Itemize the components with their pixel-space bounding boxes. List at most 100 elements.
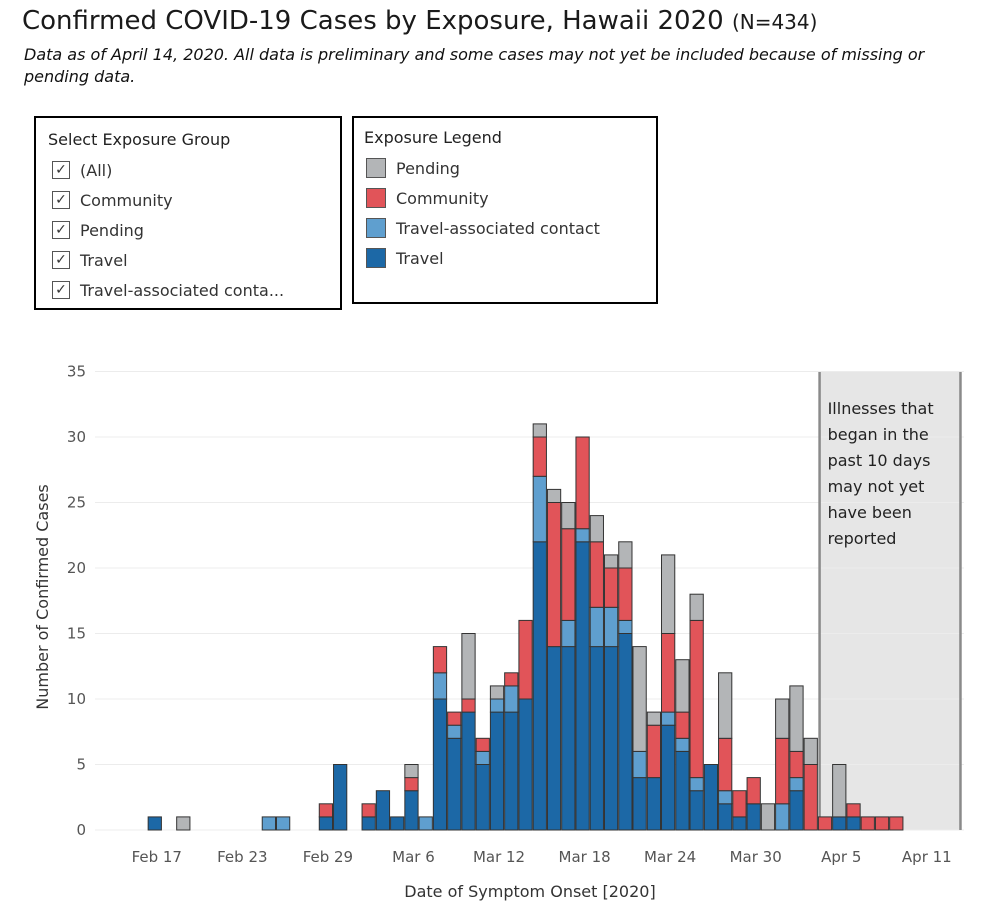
title-text: Confirmed COVID-19 Cases by Exposure, Ha…: [22, 6, 724, 36]
bar-segment-travel: [475, 764, 490, 831]
y-tick-label: 30: [67, 428, 86, 446]
legend-item-label: Travel-associated contact: [396, 218, 600, 238]
legend-heading: Exposure Legend: [364, 128, 502, 147]
bar-segment-community: [860, 816, 875, 831]
bar-segment-travel: [447, 737, 462, 831]
bar-segment-pending: [489, 685, 505, 700]
y-tick-label: 15: [67, 625, 86, 643]
x-tick-label: Feb 23: [217, 848, 267, 866]
annotation-text-line: may not yet: [828, 477, 925, 496]
y-tick-label: 20: [67, 559, 86, 577]
bar-segment-community: [689, 619, 704, 779]
bar-segment-community: [646, 724, 662, 779]
checkbox[interactable]: ✓: [52, 251, 70, 269]
bar-segment-travel-associated-contact: [661, 711, 676, 726]
bar-segment-travel-associated-contact: [447, 724, 462, 739]
title-count: (N=434): [731, 10, 818, 34]
filter-item-pending[interactable]: ✓ Pending: [52, 215, 340, 245]
bar-segment-travel-associated-contact: [618, 619, 633, 635]
legend-swatch: [366, 158, 386, 178]
bar-segment-travel-associated-contact: [432, 672, 448, 700]
bar-segment-travel: [404, 790, 419, 831]
checkbox[interactable]: ✓: [52, 161, 70, 179]
checkbox[interactable]: ✓: [52, 191, 70, 209]
bar-segment-community: [575, 436, 590, 530]
bar-segment-travel: [333, 764, 348, 831]
bar-segment-travel: [732, 816, 747, 831]
annotation-text-line: reported: [828, 529, 897, 548]
legend-item-community[interactable]: Community: [366, 183, 656, 213]
legend-swatch: [366, 248, 386, 268]
recent-illness-shading: [819, 372, 961, 830]
bar-segment-travel-associated-contact: [561, 619, 576, 648]
bar-segment-pending: [803, 737, 818, 765]
page-title: Confirmed COVID-19 Cases by Exposure, Ha…: [22, 6, 817, 36]
bar-segment-community: [732, 790, 747, 818]
x-tick-label: Feb 17: [132, 848, 182, 866]
legend-item-pending[interactable]: Pending: [366, 153, 656, 183]
x-axis-title: Date of Symptom Onset [2020]: [404, 882, 655, 901]
bar-segment-travel: [532, 541, 547, 831]
bar-segment-travel-associated-contact: [589, 606, 604, 648]
legend-item-label: Travel: [396, 248, 444, 268]
bar-segment-community: [718, 737, 733, 792]
bar-segment-travel: [618, 633, 633, 831]
exposure-filter-panel: Select Exposure Group ✓ (All) ✓ Communit…: [34, 116, 342, 310]
bar-segment-community: [846, 803, 861, 818]
bar-segment-travel: [603, 646, 619, 831]
bar-segment-pending: [589, 515, 604, 543]
filter-item-label: Travel-associated conta...: [80, 280, 285, 300]
bar-segment-community: [461, 698, 476, 713]
bar-segment-travel-associated-contact: [504, 685, 519, 713]
legend-item-label: Pending: [396, 158, 460, 178]
bar-segment-community: [874, 816, 890, 831]
bar-segment-community: [746, 777, 761, 805]
filter-item-community[interactable]: ✓ Community: [52, 185, 340, 215]
bar-segment-travel: [432, 698, 448, 831]
bar-segment-travel: [390, 816, 405, 831]
bar-segment-pending: [546, 488, 562, 503]
filter-item-all[interactable]: ✓ (All): [52, 155, 340, 185]
legend-item-travel-associated[interactable]: Travel-associated contact: [366, 213, 656, 243]
bar-segment-travel: [147, 816, 162, 831]
legend-swatch: [366, 218, 386, 238]
annotation-text-line: began in the: [828, 425, 929, 444]
bar-segment-pending: [789, 685, 804, 752]
bar-segment-pending: [646, 711, 662, 726]
filter-item-travel[interactable]: ✓ Travel: [52, 245, 340, 275]
exposure-legend-panel: Exposure Legend Pending Community Travel…: [352, 116, 658, 304]
bar-segment-travel-associated-contact: [675, 737, 690, 752]
bar-segment-pending: [532, 423, 547, 438]
y-tick-label: 25: [67, 494, 86, 512]
x-tick-label: Apr 5: [821, 848, 861, 866]
bar-segment-travel: [632, 777, 647, 831]
y-tick-label: 0: [76, 821, 86, 839]
bar-segment-community: [447, 711, 462, 726]
bar-segment-travel: [646, 777, 662, 831]
bar-segment-travel-associated-contact: [632, 750, 647, 779]
bar-segment-pending: [760, 803, 776, 831]
bar-segment-pending: [461, 633, 476, 700]
checkbox[interactable]: ✓: [52, 281, 70, 299]
bar-segment-travel: [461, 711, 476, 831]
y-axis-title: Number of Confirmed Cases: [33, 484, 52, 710]
legend-item-label: Community: [396, 188, 489, 208]
annotation-text-line: have been: [828, 503, 912, 522]
bar-segment-travel-associated-contact: [275, 816, 291, 831]
y-tick-label: 35: [67, 363, 86, 381]
x-tick-label: Mar 24: [644, 848, 696, 866]
bar-segment-pending: [775, 698, 790, 739]
bar-segment-community: [775, 737, 790, 805]
bar-segment-pending: [176, 816, 191, 831]
bar-segment-travel: [661, 724, 676, 831]
checkbox[interactable]: ✓: [52, 221, 70, 239]
filter-heading: Select Exposure Group: [48, 130, 231, 149]
bar-segment-travel: [675, 750, 690, 831]
legend-item-travel[interactable]: Travel: [366, 243, 656, 273]
bar-segment-community: [889, 816, 904, 831]
annotation-text-line: past 10 days: [828, 451, 931, 470]
subtitle: Data as of April 14, 2020. All data is p…: [24, 45, 925, 86]
bar-segment-community: [432, 646, 448, 674]
filter-item-travel-associated[interactable]: ✓ Travel-associated conta...: [52, 275, 340, 305]
